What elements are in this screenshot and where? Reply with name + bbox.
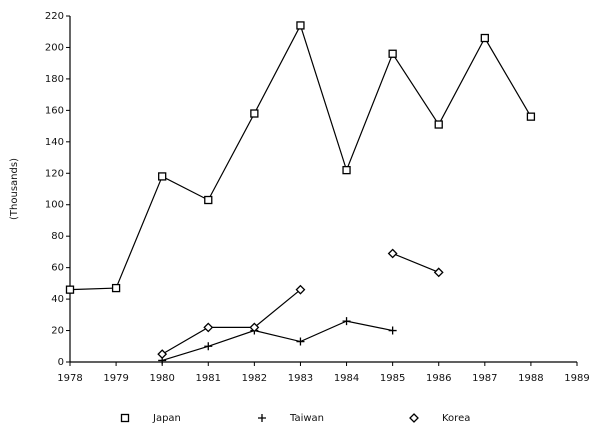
y-tick-label: 40: [51, 294, 64, 305]
y-axis-label: (Thousands): [9, 158, 20, 220]
series-line: [69, 23, 532, 291]
point: [388, 49, 397, 58]
x-tick-label: 1981: [196, 373, 221, 384]
y-tick-label: 60: [51, 263, 64, 274]
point: [388, 326, 397, 335]
point: [111, 283, 121, 293]
x-tick-label: 1988: [518, 373, 543, 384]
y-tick-label: 80: [51, 231, 64, 242]
legend-label: Taiwan: [289, 413, 324, 424]
x-tick-label: 1983: [288, 373, 313, 384]
point: [204, 195, 213, 205]
x-tick-label: 1989: [564, 373, 589, 384]
x-tick-label: 1984: [334, 373, 359, 384]
point: [387, 248, 398, 259]
point: [204, 342, 213, 351]
x-tick-label: 1985: [380, 373, 405, 384]
x-tick-label: 1980: [149, 373, 174, 384]
y-tick-label: 200: [45, 42, 64, 53]
y-tick-label: 180: [45, 74, 64, 85]
point: [296, 337, 305, 346]
point: [295, 284, 306, 295]
point: [158, 172, 167, 181]
y-tick-label: 140: [45, 137, 64, 148]
y-tick-label: 120: [45, 168, 64, 179]
point: [342, 317, 351, 326]
legend-marker: [120, 413, 130, 423]
point: [249, 322, 260, 333]
point: [433, 267, 444, 278]
y-tick-label: 220: [45, 11, 64, 22]
series-line: [161, 289, 301, 355]
point: [434, 120, 443, 129]
series-line: [162, 320, 393, 362]
legend-marker: [409, 413, 419, 423]
x-tick-label: 1987: [472, 373, 497, 384]
point: [480, 33, 489, 43]
y-tick-label: 160: [45, 105, 64, 116]
y-tick-label: 0: [58, 357, 64, 368]
point: [342, 165, 351, 175]
x-tick-label: 1979: [103, 373, 128, 384]
x-tick-label: 1982: [242, 373, 267, 384]
legend-label: Japan: [152, 413, 181, 424]
point: [296, 21, 305, 30]
legend-label: Korea: [442, 413, 470, 424]
point: [250, 109, 259, 118]
y-tick-label: 100: [45, 200, 64, 211]
legend-marker: [258, 414, 266, 422]
y-tick-label: 20: [51, 326, 64, 337]
series-line: [392, 252, 439, 273]
point: [203, 322, 214, 333]
point: [526, 112, 536, 121]
point: [157, 349, 168, 360]
x-tick-label: 1986: [426, 373, 451, 384]
point: [65, 285, 75, 294]
x-tick-label: 1978: [57, 373, 82, 384]
